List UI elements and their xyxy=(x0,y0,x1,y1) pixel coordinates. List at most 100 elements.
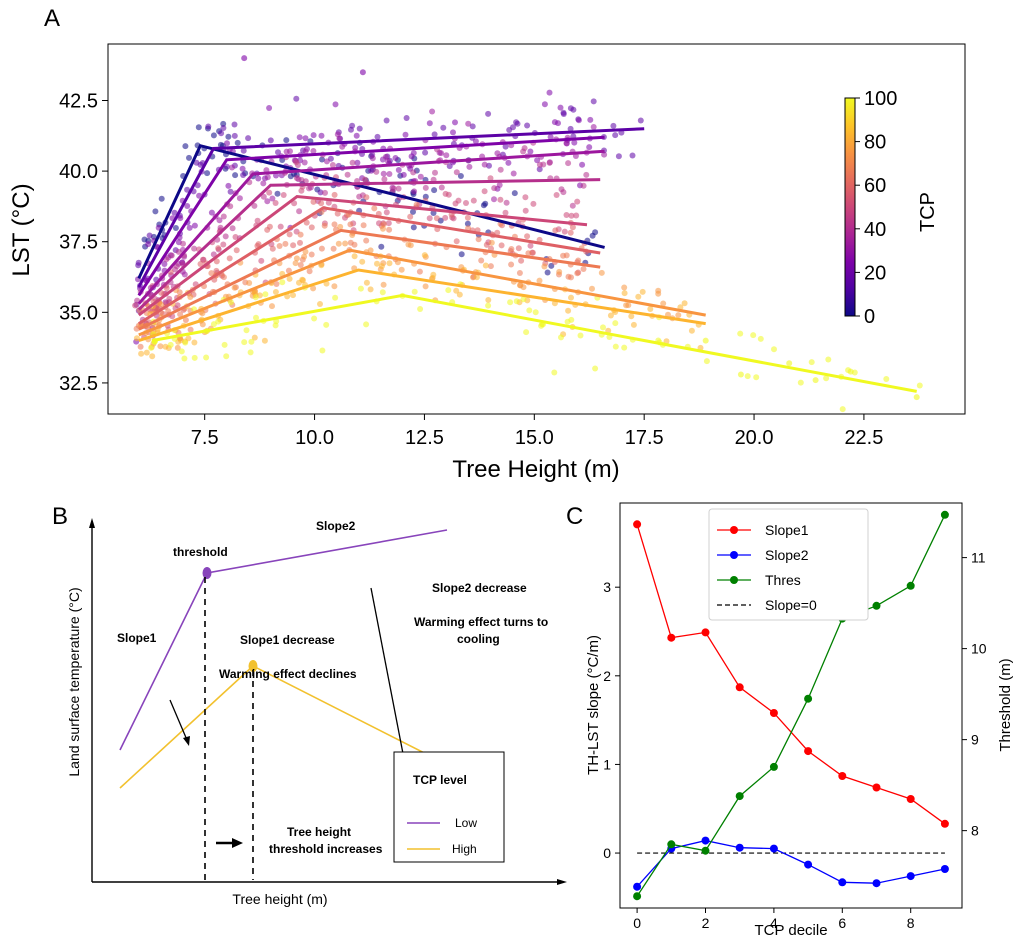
scatter-point xyxy=(318,245,325,252)
scatter-point xyxy=(561,228,568,235)
right-y-tick-label: 8 xyxy=(971,823,979,839)
scatter-point xyxy=(285,267,292,274)
scatter-point xyxy=(239,165,246,172)
scatter-point xyxy=(191,339,198,346)
scatter-point xyxy=(158,195,165,202)
scatter-point xyxy=(182,317,189,323)
annotation-th-increase-line2: threshold increases xyxy=(269,842,383,856)
scatter-point xyxy=(482,262,489,269)
panel-a-y-ticks: 32.5 35.0 37.5 40.0 42.5 xyxy=(59,90,108,395)
scatter-point xyxy=(194,182,201,189)
scatter-point xyxy=(558,334,564,341)
scatter-point xyxy=(241,339,248,346)
scatter-point xyxy=(177,311,184,318)
scatter-point xyxy=(563,212,570,218)
scatter-point xyxy=(362,176,368,183)
series-point-slope2 xyxy=(633,882,642,891)
scatter-point xyxy=(276,243,283,249)
scatter-point xyxy=(541,263,548,270)
scatter-point xyxy=(637,117,644,124)
scatter-point xyxy=(431,187,438,194)
x-tick-label: 12.5 xyxy=(405,427,444,449)
panel-a-scatter-points xyxy=(132,55,923,413)
scatter-point xyxy=(681,300,688,307)
scatter-point xyxy=(440,124,447,131)
scatter-point xyxy=(429,108,436,115)
fit-line-tcp-50 xyxy=(137,194,588,317)
scatter-point xyxy=(430,271,437,278)
scatter-point xyxy=(540,161,547,168)
scatter-point xyxy=(503,199,510,206)
scatter-point xyxy=(231,121,238,128)
scatter-point xyxy=(600,324,606,331)
scatter-point xyxy=(275,149,281,156)
series-point-thres xyxy=(940,510,949,519)
scatter-point xyxy=(407,213,414,220)
scatter-point xyxy=(421,252,428,259)
scatter-point xyxy=(466,163,473,170)
scatter-point xyxy=(138,350,145,357)
scatter-point xyxy=(560,109,567,116)
scatter-point xyxy=(182,143,189,150)
scatter-point xyxy=(558,186,565,193)
scatter-point xyxy=(318,200,325,207)
scatter-point xyxy=(565,160,572,167)
scatter-point xyxy=(266,189,273,196)
scatter-point xyxy=(417,173,424,180)
series-point-slope2 xyxy=(701,836,710,845)
scatter-point xyxy=(621,290,628,297)
scatter-point xyxy=(310,132,317,139)
scatter-point xyxy=(232,234,239,240)
scatter-point xyxy=(318,132,325,139)
scatter-point xyxy=(675,312,682,319)
scatter-point xyxy=(556,268,563,275)
series-point-slope2 xyxy=(906,872,915,881)
scatter-point xyxy=(172,225,179,231)
scatter-point xyxy=(453,238,460,245)
fit-line-tcp-80 xyxy=(138,248,706,337)
x-tick-label: 17.5 xyxy=(625,427,664,449)
scatter-point xyxy=(380,170,387,177)
panel-b-x-axis-arrow xyxy=(557,879,567,885)
left-y-tick-label: 2 xyxy=(603,668,611,684)
scatter-point xyxy=(458,251,465,258)
series-point-slope1 xyxy=(735,683,744,692)
scatter-point xyxy=(280,192,287,198)
series-point-slope2 xyxy=(940,865,949,873)
panel-c-chart: 0 2 4 6 8 0 1 2 3 8 9 10 11 TCP decile TH-LST slop… xyxy=(585,502,1014,939)
scatter-point xyxy=(526,307,533,314)
scatter-point xyxy=(577,332,584,339)
scatter-point xyxy=(363,237,370,244)
scatter-point xyxy=(332,294,339,301)
scatter-point xyxy=(251,202,258,209)
scatter-point xyxy=(621,284,628,291)
scatter-point xyxy=(580,182,587,189)
scatter-point xyxy=(808,359,815,366)
scatter-point xyxy=(310,198,317,205)
scatter-point xyxy=(291,200,298,207)
series-point-slope1 xyxy=(906,795,915,803)
annotation-slope2: Slope2 xyxy=(316,519,356,533)
scatter-point xyxy=(336,135,343,142)
scatter-point xyxy=(548,262,555,269)
x-tick-label: 6 xyxy=(838,915,846,931)
scatter-point xyxy=(574,198,581,205)
scatter-point xyxy=(269,195,276,202)
scatter-point xyxy=(407,242,414,249)
scatter-point xyxy=(395,167,402,173)
scatter-point xyxy=(325,199,332,206)
scatter-point xyxy=(590,124,597,130)
x-tick-label: 20.0 xyxy=(735,427,774,449)
x-tick-label: 7.5 xyxy=(191,427,219,449)
scatter-point xyxy=(385,158,391,165)
series-point-slope1 xyxy=(872,783,881,792)
scatter-point xyxy=(236,195,243,202)
scatter-point xyxy=(544,269,551,276)
scatter-point xyxy=(133,325,140,332)
legend-marker xyxy=(730,526,738,534)
scatter-point xyxy=(450,129,456,136)
scatter-point xyxy=(302,148,309,155)
scatter-point xyxy=(502,209,509,216)
scatter-point xyxy=(568,294,574,301)
scatter-point xyxy=(255,175,262,182)
